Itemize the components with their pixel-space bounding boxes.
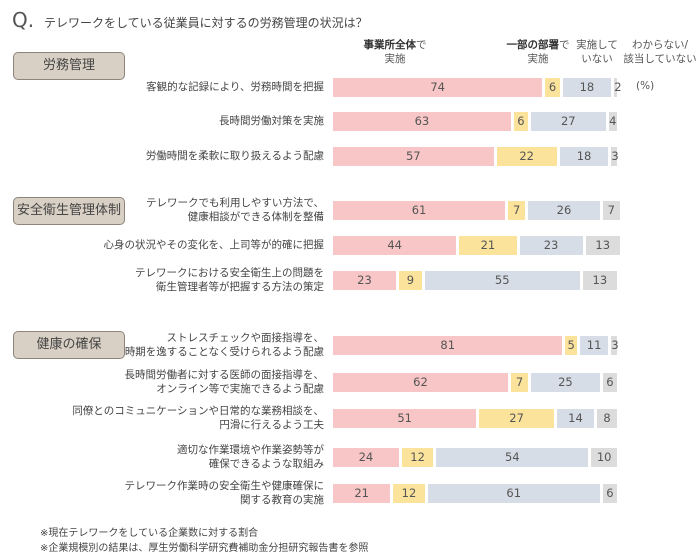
bar-segment: 11 (579, 336, 609, 355)
legend-unknown: わからない/該当していない (623, 39, 697, 65)
bar-segment: 13 (582, 271, 617, 290)
bar-segment: 54 (436, 448, 589, 467)
row-label: テレワークにおける安全衛生上の問題を 衛生管理者等が把握する方法の策定 (135, 267, 324, 293)
bar-segment: 21 (459, 236, 517, 255)
bar-segment: 55 (424, 271, 580, 290)
row-label: 長時間労働者に対する医師の面接指導を、 オンライン等で実施できるよう配慮 (124, 369, 325, 395)
footnote: ※現在テレワークをしている企業数に対する割合 (40, 528, 259, 539)
bar-segment: 61 (333, 201, 506, 220)
bar-segment: 24 (333, 448, 399, 467)
row-label: 労働時間を柔軟に取り扱えるよう配慮 (145, 150, 324, 162)
bar-segment: 57 (333, 147, 494, 166)
bar-segment: 14 (556, 409, 595, 428)
bar-segment: 22 (496, 147, 557, 166)
bar-segment: 74 (333, 78, 543, 97)
row-label: テレワーク作業時の安全衛生や健康確保に 関する教育の実施 (124, 480, 325, 506)
bar-segment: 27 (479, 409, 554, 428)
question-mark: Q. (12, 8, 35, 32)
category-label: 健康の確保 (13, 331, 125, 359)
row-label: ストレスチェックや面接指導を、 時期を逸することなく受けられるよう配慮 (124, 332, 324, 358)
bar-segment: 51 (333, 409, 477, 428)
legend-full: 事業所全体で 実施 (363, 39, 427, 65)
bar-segment: 61 (427, 484, 600, 503)
bar-segment: 3 (611, 147, 619, 166)
bar-segment: 2 (614, 78, 622, 97)
row-label: 長時間労働対策を実施 (219, 115, 324, 127)
question-title: テレワークをしている従業員に対するの労務管理の状況は？ (44, 16, 368, 30)
bar-segment: 6 (513, 112, 529, 131)
bar-segment: 6 (545, 78, 560, 97)
bar-segment: 9 (399, 271, 422, 290)
bar-segment: 18 (562, 78, 612, 97)
bar-segment: 63 (333, 112, 511, 131)
row-label: テレワークでも利用しやすい方法で、 健康相談ができる体制を整備 (146, 197, 324, 223)
footnote: ※企業規模別の結果は、厚生労働科学研究費補助金分担研究報告書を参照 (40, 543, 369, 554)
bar-segment: 44 (333, 236, 457, 255)
bar-segment: 21 (333, 484, 391, 503)
row-label: 同僚とのコミュニケーションや日常的な業務相談を、 円滑に行えるよう工夫 (72, 405, 324, 431)
bar-segment: 4 (608, 112, 617, 131)
bar-segment: 7 (510, 373, 529, 392)
bar-segment: 7 (602, 201, 620, 220)
bar-segment: 6 (602, 373, 617, 392)
bar-segment: 18 (559, 147, 609, 166)
bar-segment: 3 (611, 336, 619, 355)
bar-segment: 62 (333, 373, 508, 392)
category-label: 労務管理 (13, 52, 125, 80)
bar-segment: 81 (333, 336, 563, 355)
bar-segment: 12 (393, 484, 425, 503)
row-label: 適切な作業環境や作業姿勢等が 確保できるような取組み (177, 444, 324, 470)
bar-segment: 6 (602, 484, 617, 503)
bar-segment: 12 (401, 448, 434, 467)
bar-segment: 27 (531, 112, 606, 131)
row-label: 客観的な記録により、労務時間を把握 (146, 81, 324, 93)
bar-segment: 7 (508, 201, 526, 220)
unit-label: (%) (636, 80, 655, 92)
bar-segment: 13 (585, 236, 620, 255)
category-label: 安全衛生管理体制 (13, 197, 125, 225)
row-label: 心身の状況やその変化を、上司等が的確に把握 (103, 239, 325, 251)
bar-segment: 5 (565, 336, 577, 355)
bar-segment: 26 (528, 201, 600, 220)
bar-segment: 8 (597, 409, 617, 428)
bar-segment: 25 (531, 373, 600, 392)
bar-segment: 23 (519, 236, 583, 255)
bar-segment: 23 (333, 271, 396, 290)
legend-not: 実施して いない (576, 39, 618, 65)
legend-partial: 一部の部署で 実施 (506, 39, 570, 65)
bar-segment: 10 (591, 448, 617, 467)
